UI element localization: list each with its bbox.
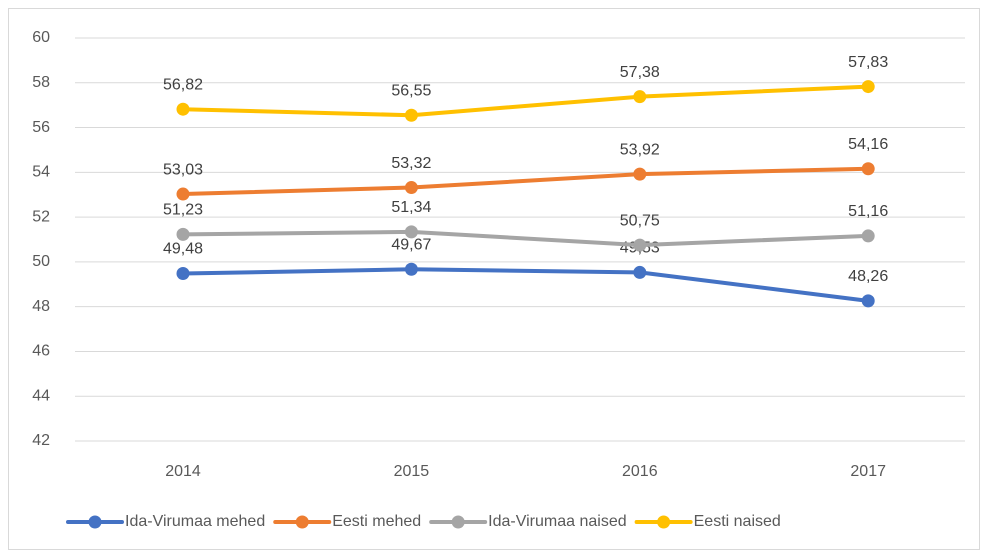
data-point bbox=[633, 238, 647, 252]
legend-label: Eesti mehed bbox=[332, 513, 421, 530]
data-point bbox=[176, 227, 190, 241]
legend-label: Eesti naised bbox=[694, 513, 781, 530]
y-tick-label: 56 bbox=[32, 119, 50, 136]
series-line bbox=[181, 267, 871, 303]
series-line bbox=[181, 84, 871, 118]
data-label: 57,38 bbox=[620, 64, 660, 81]
data-point bbox=[404, 225, 418, 239]
data-label: 51,34 bbox=[391, 199, 431, 216]
data-point bbox=[176, 187, 190, 201]
x-tick-label: 2017 bbox=[850, 463, 886, 480]
data-label: 50,75 bbox=[620, 212, 660, 229]
x-tick-label: 2014 bbox=[165, 463, 201, 480]
data-point bbox=[404, 108, 418, 122]
data-label: 53,92 bbox=[620, 141, 660, 158]
y-tick-label: 48 bbox=[32, 298, 50, 315]
data-point bbox=[861, 294, 875, 308]
data-label: 53,03 bbox=[163, 161, 203, 178]
data-label: 51,16 bbox=[848, 203, 888, 220]
data-label: 56,82 bbox=[163, 76, 203, 93]
x-tick-label: 2016 bbox=[622, 463, 658, 480]
y-tick-label: 58 bbox=[32, 74, 50, 91]
y-tick-label: 42 bbox=[32, 432, 50, 449]
data-label: 57,83 bbox=[848, 54, 888, 71]
data-label: 49,48 bbox=[163, 241, 203, 258]
series-line bbox=[181, 166, 871, 197]
data-point bbox=[176, 102, 190, 116]
y-tick-label: 54 bbox=[32, 164, 50, 181]
data-point bbox=[404, 262, 418, 276]
legend-label: Ida-Virumaa naised bbox=[488, 513, 626, 530]
data-point bbox=[633, 90, 647, 104]
data-label: 51,23 bbox=[163, 202, 203, 219]
data-label: 49,67 bbox=[391, 236, 431, 253]
data-point bbox=[176, 267, 190, 281]
y-tick-label: 52 bbox=[32, 208, 50, 225]
y-tick-label: 50 bbox=[32, 253, 50, 270]
legend-marker bbox=[657, 515, 671, 529]
legend-label: Ida-Virumaa mehed bbox=[125, 513, 265, 530]
legend-marker bbox=[88, 515, 102, 529]
legend-marker bbox=[451, 515, 465, 529]
data-label: 56,55 bbox=[391, 82, 431, 99]
data-point bbox=[404, 181, 418, 195]
legend-marker bbox=[295, 515, 309, 529]
data-point bbox=[633, 167, 647, 181]
y-tick-label: 60 bbox=[32, 29, 50, 46]
data-point bbox=[861, 80, 875, 94]
data-label: 48,26 bbox=[848, 268, 888, 285]
series-line bbox=[181, 229, 871, 248]
x-tick-label: 2015 bbox=[394, 463, 430, 480]
data-point bbox=[861, 162, 875, 176]
y-tick-label: 44 bbox=[32, 387, 50, 404]
data-label: 53,32 bbox=[391, 155, 431, 172]
data-point bbox=[633, 265, 647, 279]
data-point bbox=[861, 229, 875, 243]
chart-border bbox=[8, 8, 980, 550]
data-label: 54,16 bbox=[848, 136, 888, 153]
y-tick-label: 46 bbox=[32, 343, 50, 360]
